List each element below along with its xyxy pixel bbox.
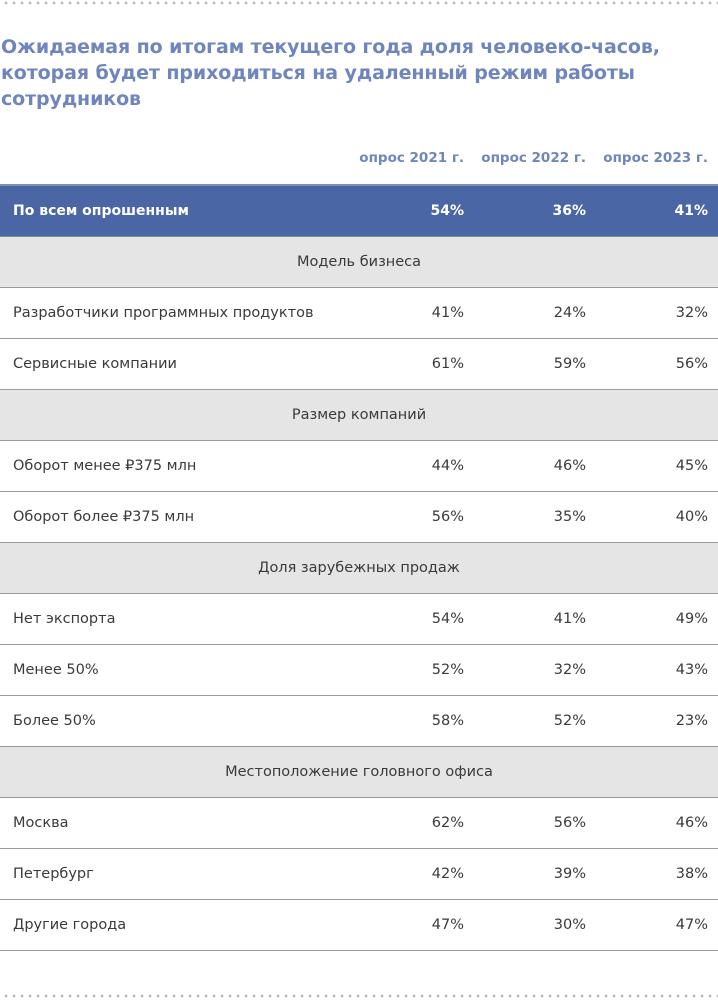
section-title: Модель бизнеса xyxy=(296,254,422,270)
row-label: Оборот менее ₽375 млн xyxy=(13,458,197,474)
cell-2021: 44% xyxy=(431,458,464,474)
cell-2023: 49% xyxy=(675,611,708,627)
section-header-company-size: Размер компаний xyxy=(0,390,718,441)
cell-2023: 47% xyxy=(675,917,708,933)
column-header-2023: опрос 2023 г. xyxy=(603,150,708,166)
table-row: Более 50% 58% 52% 23% xyxy=(0,696,718,747)
cell-2023: 23% xyxy=(675,713,708,729)
cell-2021: 54% xyxy=(431,611,464,627)
column-header-2021: опрос 2021 г. xyxy=(359,150,464,166)
cell-2021: 47% xyxy=(431,917,464,933)
section-header-foreign-sales: Доля зарубежных продаж xyxy=(0,543,718,594)
cell-2023: 46% xyxy=(675,815,708,831)
cell-2023: 43% xyxy=(675,662,708,678)
table-row: Менее 50% 52% 32% 43% xyxy=(0,645,718,696)
cell-2021: 62% xyxy=(431,815,464,831)
cell-2022: 35% xyxy=(553,509,586,525)
section-title: Доля зарубежных продаж xyxy=(258,560,460,576)
row-label: Нет экспорта xyxy=(13,611,116,627)
table-title: Ожидаемая по итогам текущего года доля ч… xyxy=(1,36,660,110)
cell-2022: 59% xyxy=(553,356,586,372)
table-row: Сервисные компании 61% 59% 56% xyxy=(0,339,718,390)
cell-2021: 42% xyxy=(431,866,464,882)
cell-2022: 36% xyxy=(552,203,586,219)
table-row: Нет экспорта 54% 41% 49% xyxy=(0,594,718,645)
cell-2023: 32% xyxy=(675,305,708,321)
cell-2023: 41% xyxy=(674,203,708,219)
dotted-border-top xyxy=(0,1,718,5)
column-header-2022: опрос 2022 г. xyxy=(481,150,586,166)
table-row: Петербург 42% 39% 38% xyxy=(0,849,718,900)
row-label: Менее 50% xyxy=(13,662,99,678)
cell-2021: 52% xyxy=(431,662,464,678)
dotted-border-bottom xyxy=(0,994,718,998)
section-title: Местоположение головного офиса xyxy=(225,764,493,780)
cell-2022: 24% xyxy=(553,305,586,321)
row-label: Сервисные компании xyxy=(13,356,177,372)
cell-2021: 61% xyxy=(431,356,464,372)
data-table: По всем опрошенным 54% 36% 41% Модель би… xyxy=(0,184,718,951)
row-label: Оборот более ₽375 млн xyxy=(13,509,195,525)
row-label: Разработчики программных продуктов xyxy=(13,305,314,321)
cell-2021: 56% xyxy=(431,509,464,525)
table-row: Другие города 47% 30% 47% xyxy=(0,900,718,951)
cell-2022: 39% xyxy=(553,866,586,882)
row-label: Другие города xyxy=(13,917,127,933)
row-label: Москва xyxy=(13,815,69,831)
cell-2022: 56% xyxy=(553,815,586,831)
cell-2021: 54% xyxy=(430,203,464,219)
row-label: По всем опрошенным xyxy=(13,203,189,219)
cell-2023: 38% xyxy=(675,866,708,882)
row-label: Петербург xyxy=(13,866,94,882)
cell-2023: 45% xyxy=(675,458,708,474)
cell-2021: 41% xyxy=(431,305,464,321)
cell-2022: 30% xyxy=(553,917,586,933)
cell-2022: 46% xyxy=(553,458,586,474)
cell-2022: 41% xyxy=(553,611,586,627)
section-header-head-office: Местоположение головного офиса xyxy=(0,747,718,798)
section-header-business-model: Модель бизнеса xyxy=(0,237,718,288)
cell-2022: 32% xyxy=(553,662,586,678)
table-row: Оборот менее ₽375 млн 44% 46% 45% xyxy=(0,441,718,492)
column-headers: опрос 2021 г. опрос 2022 г. опрос 2023 г… xyxy=(0,150,718,170)
table-row: Разработчики программных продуктов 41% 2… xyxy=(0,288,718,339)
cell-2022: 52% xyxy=(553,713,586,729)
table-row: Оборот более ₽375 млн 56% 35% 40% xyxy=(0,492,718,543)
row-label: Более 50% xyxy=(13,713,96,729)
cell-2023: 56% xyxy=(675,356,708,372)
table-row: Москва 62% 56% 46% xyxy=(0,798,718,849)
total-row: По всем опрошенным 54% 36% 41% xyxy=(0,184,718,237)
section-title: Размер компаний xyxy=(291,407,427,423)
cell-2021: 58% xyxy=(431,713,464,729)
cell-2023: 40% xyxy=(675,509,708,525)
